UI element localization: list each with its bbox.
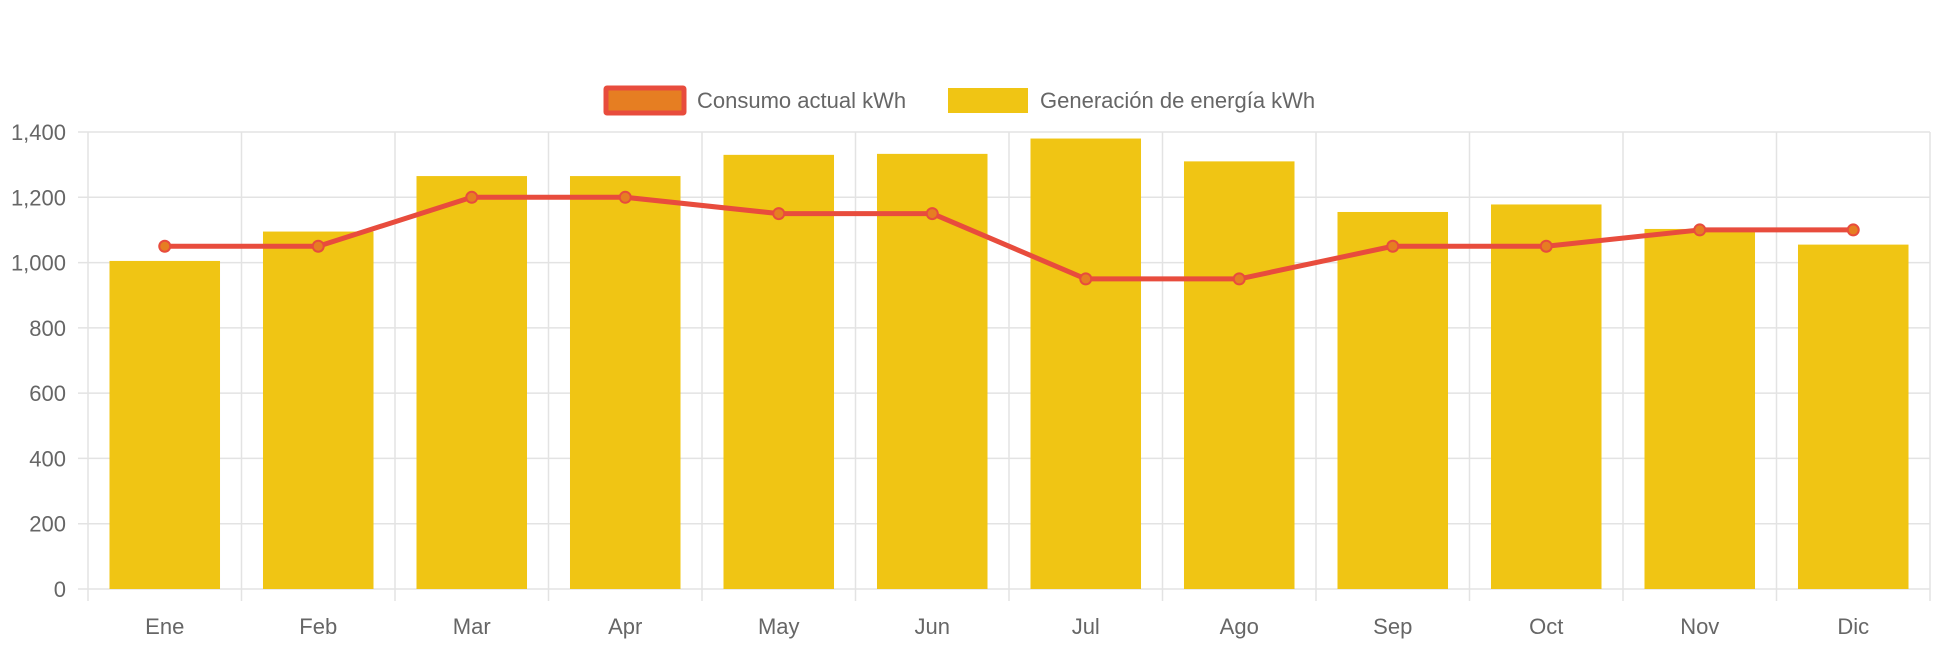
point-consumo[interactable] bbox=[1539, 239, 1553, 253]
point-consumo[interactable] bbox=[772, 207, 786, 221]
y-tick-label: 1,200 bbox=[11, 185, 66, 210]
y-tick-label: 1,000 bbox=[11, 251, 66, 276]
legend-label-generacion[interactable]: Generación de energía kWh bbox=[1040, 88, 1315, 113]
bar-series-generacion bbox=[109, 138, 1909, 589]
bar-generacion[interactable] bbox=[1644, 228, 1756, 589]
line-series-consumo bbox=[158, 190, 1860, 286]
y-tick-label: 800 bbox=[29, 316, 66, 341]
x-tick-label: Ago bbox=[1220, 614, 1259, 639]
bar-generacion[interactable] bbox=[262, 231, 374, 589]
chart-legend: Consumo actual kWh Generación de energía… bbox=[603, 85, 1315, 116]
point-consumo[interactable] bbox=[465, 190, 479, 204]
y-tick-label: 0 bbox=[54, 577, 66, 602]
bar-generacion[interactable] bbox=[723, 154, 835, 589]
point-consumo[interactable] bbox=[1079, 272, 1093, 286]
x-tick-label: Nov bbox=[1680, 614, 1719, 639]
bar-generacion[interactable] bbox=[1030, 138, 1142, 589]
y-tick-label: 1,400 bbox=[11, 120, 66, 145]
point-consumo[interactable] bbox=[618, 190, 632, 204]
point-consumo[interactable] bbox=[1846, 223, 1860, 237]
point-consumo[interactable] bbox=[311, 239, 325, 253]
x-tick-label: May bbox=[758, 614, 800, 639]
point-consumo[interactable] bbox=[1693, 223, 1707, 237]
x-tick-label: Jul bbox=[1072, 614, 1100, 639]
x-tick-label: Feb bbox=[299, 614, 337, 639]
x-tick-label: Ene bbox=[145, 614, 184, 639]
x-tick-label: Jun bbox=[915, 614, 950, 639]
chart-grid bbox=[78, 131, 1931, 601]
chart-axes: 0 200 400 600 800 1,000 1,200 1,400 Ene Feb Mar Apr… bbox=[11, 120, 1869, 639]
bar-generacion[interactable] bbox=[1490, 204, 1602, 589]
legend-swatch-generacion[interactable] bbox=[948, 88, 1028, 113]
point-consumo[interactable] bbox=[1232, 272, 1246, 286]
legend-swatch-consumo[interactable] bbox=[603, 85, 687, 116]
x-tick-label: Oct bbox=[1529, 614, 1563, 639]
bar-generacion[interactable] bbox=[1337, 211, 1449, 589]
y-tick-label: 400 bbox=[29, 446, 66, 471]
x-tick-label: Mar bbox=[453, 614, 491, 639]
legend-label-consumo[interactable]: Consumo actual kWh bbox=[697, 88, 906, 113]
point-consumo[interactable] bbox=[158, 239, 172, 253]
line-consumo bbox=[164, 194, 1854, 282]
bar-generacion[interactable] bbox=[1797, 244, 1909, 589]
x-tick-label: Sep bbox=[1373, 614, 1412, 639]
bar-generacion[interactable] bbox=[1183, 161, 1295, 589]
y-tick-label: 200 bbox=[29, 512, 66, 537]
bar-generacion[interactable] bbox=[569, 176, 681, 589]
bar-generacion[interactable] bbox=[876, 153, 988, 589]
point-consumo[interactable] bbox=[1386, 239, 1400, 253]
y-tick-label: 600 bbox=[29, 381, 66, 406]
x-tick-label: Apr bbox=[608, 614, 642, 639]
bar-generacion[interactable] bbox=[416, 176, 528, 589]
x-tick-label: Dic bbox=[1837, 614, 1869, 639]
bar-generacion[interactable] bbox=[109, 260, 221, 589]
point-consumo[interactable] bbox=[925, 207, 939, 221]
